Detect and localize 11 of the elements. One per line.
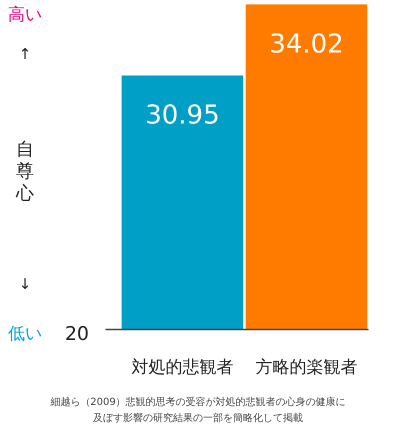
x-tick-label: 方略的楽観者 — [255, 358, 358, 378]
y-axis-title: 自尊心 — [15, 139, 35, 205]
text: 高い — [7, 5, 43, 26]
data-label: 34.02 — [269, 29, 344, 60]
x-tick-label: 対処的悲観者 — [131, 358, 234, 378]
data-label: 30.95 — [145, 100, 220, 131]
text: 細越ら（2009）悲観的思考の受容が対処的悲観者の心身の健康に及ぼす影響の研究結果の一部を簡略化して掲載 — [49, 396, 347, 426]
text: 20 — [64, 323, 89, 346]
text: 低い — [7, 324, 43, 344]
text: ↓ — [18, 275, 32, 293]
text: ↑ — [18, 45, 32, 63]
